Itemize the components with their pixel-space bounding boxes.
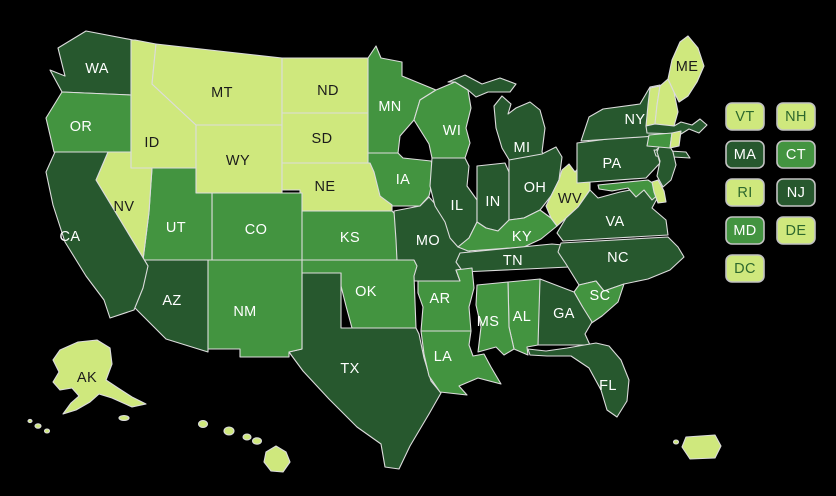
legend-box-nh[interactable] <box>776 102 816 131</box>
state-hi-island-3[interactable] <box>242 433 252 441</box>
state-wa[interactable] <box>49 30 134 96</box>
state-ct[interactable] <box>646 132 673 149</box>
state-pr-island[interactable] <box>672 439 680 445</box>
legend-label-ri: RI <box>737 185 752 201</box>
state-nd[interactable] <box>281 57 369 114</box>
legend-box-dc[interactable] <box>725 254 765 283</box>
state-ar[interactable] <box>417 267 475 332</box>
state-pr[interactable] <box>681 434 722 460</box>
legend-label-vt: VT <box>735 109 754 125</box>
state-hi-big-island[interactable] <box>263 445 291 473</box>
state-nm[interactable] <box>204 259 303 358</box>
legend-box-de[interactable] <box>776 216 816 245</box>
state-nj[interactable] <box>656 142 677 188</box>
state-ne[interactable] <box>281 162 393 212</box>
state-mi-lower[interactable] <box>493 95 549 169</box>
legend-box-ma[interactable] <box>725 140 765 169</box>
state-hi-island-4[interactable] <box>251 437 263 445</box>
state-la[interactable] <box>420 330 502 396</box>
state-hi-island-1[interactable] <box>197 419 209 429</box>
legend-box-ct[interactable] <box>776 140 816 169</box>
legend-box-md[interactable] <box>725 216 765 245</box>
legend-label-nj: NJ <box>787 185 806 201</box>
legend-label-md: MD <box>733 223 756 239</box>
legend-label-de: DE <box>786 223 807 239</box>
state-sd[interactable] <box>281 112 375 164</box>
legend-box-vt[interactable] <box>725 102 765 131</box>
states-layer <box>27 30 722 473</box>
state-wi[interactable] <box>413 81 472 159</box>
legend-boxes <box>725 102 816 283</box>
legend-label-nh: NH <box>785 109 807 125</box>
state-fl[interactable] <box>527 342 630 418</box>
state-wy[interactable] <box>195 124 283 194</box>
state-hi-island-2[interactable] <box>223 426 235 436</box>
state-me[interactable] <box>667 35 705 103</box>
legend-label-ct: CT <box>786 147 806 163</box>
state-mi-upper[interactable] <box>447 74 517 98</box>
state-in[interactable] <box>476 162 510 232</box>
state-ak-island-1[interactable] <box>34 423 42 429</box>
state-or[interactable] <box>45 91 132 153</box>
state-ak-island-2[interactable] <box>43 428 51 434</box>
state-ak-island-4[interactable] <box>118 415 130 421</box>
state-ks[interactable] <box>299 210 399 261</box>
state-de[interactable] <box>651 179 667 204</box>
legend-label-ma: MA <box>734 147 757 163</box>
state-ms[interactable] <box>475 281 515 356</box>
legend-box-ri[interactable] <box>725 178 765 207</box>
legend-box-nj[interactable] <box>776 178 816 207</box>
state-ak-island-3[interactable] <box>27 418 33 424</box>
state-nc[interactable] <box>557 236 685 292</box>
state-ak[interactable] <box>52 339 147 415</box>
legend-box-labels: VT NH MA CT RI NJ MD DE DC <box>733 109 807 277</box>
state-ri[interactable] <box>669 130 682 149</box>
state-ca[interactable] <box>45 151 149 319</box>
state-tx[interactable] <box>288 272 442 470</box>
state-co[interactable] <box>211 192 303 261</box>
legend-label-dc: DC <box>734 261 756 277</box>
